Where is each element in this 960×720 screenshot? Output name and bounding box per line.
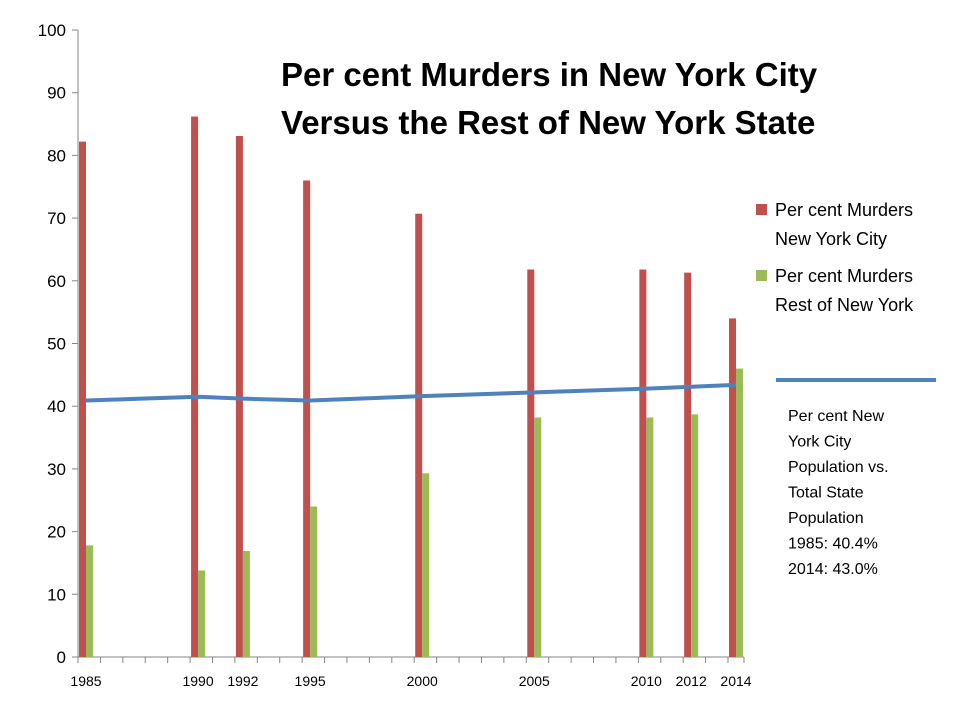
chart-axes: 0 10 20 30 40 50 60 70 80 90 100 1985 1990 1992 1995 20… (38, 21, 752, 689)
note-line: Population vs. (788, 459, 889, 476)
legend-label: Rest of New York (775, 295, 914, 315)
y-tick-label: 100 (38, 21, 66, 40)
x-tick-label: 2005 (519, 673, 550, 689)
bar-rest-1985 (86, 545, 93, 657)
bar-rest-1990 (198, 570, 206, 657)
y-tick-label: 10 (47, 585, 66, 604)
bar-rest-1995 (310, 506, 318, 657)
y-tick-label: 20 (47, 523, 66, 542)
x-tick-label: 1992 (227, 673, 258, 689)
note-line: 1985: 40.4% (788, 536, 878, 553)
legend-swatch (756, 270, 767, 281)
y-tick-label: 0 (57, 648, 66, 667)
y-tick-label: 50 (47, 335, 66, 354)
bar-rest-2000 (422, 473, 430, 657)
population-note: Per cent New York City Population vs. Total… (776, 378, 936, 578)
legend-label: New York City (775, 229, 887, 249)
bar-rest-2005 (534, 417, 542, 657)
note-line: 2014: 43.0% (788, 561, 878, 578)
bar-rest-2014 (736, 368, 743, 657)
x-tick-label: 2014 (720, 673, 751, 689)
title-line: Per cent Murders in New York City (281, 56, 818, 93)
y-tick-label: 80 (47, 146, 66, 165)
note-line: Total State (788, 485, 864, 502)
bar-nyc-2014 (729, 318, 736, 657)
y-tick-label: 30 (47, 460, 66, 479)
bar-nyc-1990 (191, 116, 199, 657)
bar-rest-2012 (691, 414, 699, 657)
bar-nyc-2005 (527, 269, 535, 657)
bar-rest-2010 (646, 417, 654, 657)
x-tick-label: 2010 (631, 673, 662, 689)
legend-label: Per cent Murders (775, 200, 913, 220)
bar-nyc-2000 (415, 213, 423, 657)
legend-label: Per cent Murders (775, 266, 913, 286)
y-tick-label: 60 (47, 272, 66, 291)
x-tick-label: 1990 (182, 673, 213, 689)
bar-rest-1992 (242, 551, 250, 657)
x-tick-label: 1985 (70, 673, 101, 689)
y-tick-label: 40 (47, 397, 66, 416)
x-tick-label: 1995 (295, 673, 326, 689)
chart-title: Per cent Murders in New York City Versus … (272, 44, 818, 154)
population-line-path (85, 382, 737, 403)
title-background (272, 44, 746, 154)
bar-nyc-2012 (684, 272, 692, 657)
legend-swatch (756, 204, 767, 215)
x-tick-label: 2000 (407, 673, 438, 689)
note-line: Population (788, 510, 864, 527)
y-tick-label: 70 (47, 209, 66, 228)
chart-legend: Per cent Murders New York City Per cent Mu… (756, 200, 914, 315)
note-line: Per cent New (788, 408, 884, 425)
chart-bars (79, 116, 743, 658)
population-line (85, 382, 737, 403)
title-line: Versus the Rest of New York State (281, 104, 815, 141)
bar-nyc-1985 (79, 141, 86, 657)
bar-nyc-1995 (303, 180, 311, 658)
bar-nyc-1992 (235, 135, 243, 657)
bar-nyc-2010 (639, 269, 647, 657)
y-tick-label: 90 (47, 84, 66, 103)
x-tick-label: 2012 (676, 673, 707, 689)
note-line: York City (788, 434, 851, 451)
